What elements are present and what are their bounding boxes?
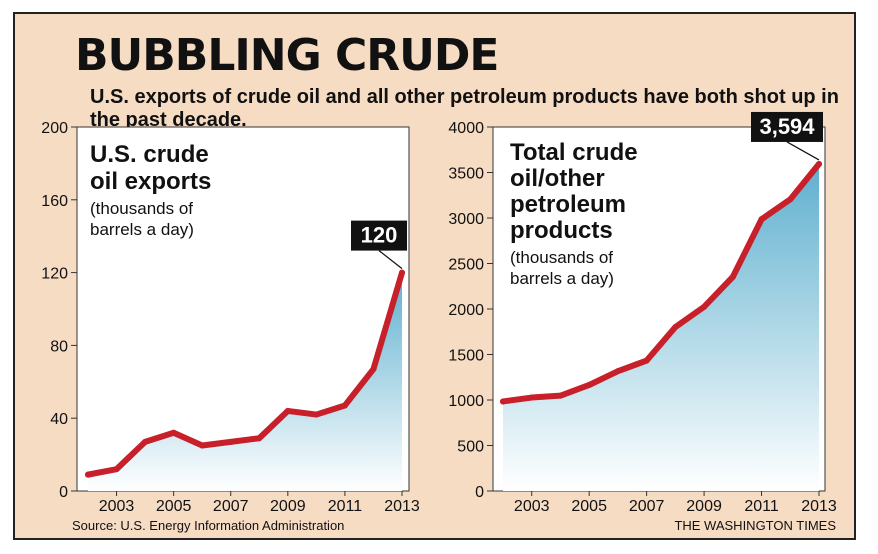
data-point bbox=[758, 216, 765, 223]
data-point bbox=[557, 392, 564, 399]
headline: BUBBLING CRUDE bbox=[75, 30, 499, 81]
subheadline: U.S. exports of crude oil and all other … bbox=[90, 86, 839, 131]
chart-title-line: products bbox=[510, 217, 613, 244]
chart-total-petroleum: 0 500 1000 1500 2000 2500 3000 3500 4000 2003 2005… bbox=[448, 111, 837, 515]
x-tick-label: 2009 bbox=[270, 498, 306, 515]
data-point bbox=[256, 435, 263, 442]
data-point bbox=[370, 366, 377, 373]
data-point bbox=[284, 407, 291, 414]
x-tick-label: 2013 bbox=[801, 498, 837, 515]
chart-units-line: barrels a day) bbox=[90, 220, 194, 239]
series-line bbox=[85, 269, 405, 478]
callout-value: 3,594 bbox=[759, 114, 815, 139]
data-point bbox=[643, 357, 650, 364]
chart-title-line: oil exports bbox=[90, 168, 211, 195]
callout-value: 120 bbox=[361, 223, 398, 248]
chart-units-line: (thousands of bbox=[510, 248, 613, 267]
callout-box bbox=[751, 111, 823, 142]
area-fill bbox=[503, 163, 819, 492]
data-point bbox=[701, 303, 708, 310]
x-tick-label: 2011 bbox=[328, 498, 363, 515]
data-point bbox=[787, 196, 794, 203]
y-tick-label: 120 bbox=[41, 266, 68, 283]
chart-units-line: barrels a day) bbox=[510, 269, 614, 288]
y-tick-label: 0 bbox=[475, 484, 484, 501]
x-tick-label: 2003 bbox=[99, 498, 135, 515]
x-tick-label: 2011 bbox=[744, 498, 779, 515]
y-tick-label: 2000 bbox=[448, 302, 484, 319]
y-tick-label: 3000 bbox=[448, 211, 484, 228]
series-line bbox=[500, 160, 822, 405]
data-point bbox=[672, 324, 679, 331]
data-point bbox=[341, 402, 348, 409]
x-tick-label: 2005 bbox=[156, 498, 192, 515]
chart-title-line: U.S. crude bbox=[90, 141, 209, 168]
x-tick-label: 2007 bbox=[629, 498, 665, 515]
chart-title-line: Total crude bbox=[510, 139, 638, 166]
x-tick-label: 2003 bbox=[514, 498, 550, 515]
y-tick-label: 1000 bbox=[448, 393, 484, 410]
y-tick-label: 0 bbox=[59, 484, 68, 501]
data-point bbox=[113, 466, 120, 473]
y-tick-label: 200 bbox=[41, 120, 68, 137]
y-tick-label: 3500 bbox=[448, 166, 484, 183]
chart-units-line: (thousands of bbox=[90, 199, 193, 218]
data-point bbox=[816, 160, 822, 167]
data-point bbox=[500, 398, 506, 405]
y-tick-label: 500 bbox=[457, 439, 484, 456]
y-tick-label: 160 bbox=[41, 193, 68, 210]
data-point bbox=[586, 381, 593, 388]
data-point bbox=[614, 368, 621, 375]
chart-title-line: petroleum bbox=[510, 191, 626, 218]
y-tick-label: 4000 bbox=[448, 120, 484, 137]
y-tick-label: 40 bbox=[50, 411, 68, 428]
data-point bbox=[313, 411, 320, 418]
y-tick-label: 80 bbox=[50, 338, 68, 355]
chart-title-line: oil/other bbox=[510, 165, 605, 192]
data-point bbox=[528, 394, 535, 401]
data-point bbox=[142, 438, 149, 445]
callout-leader bbox=[378, 250, 403, 270]
y-tick-label: 2500 bbox=[448, 257, 484, 274]
y-tick-label: 1500 bbox=[448, 348, 484, 365]
chart-crude-exports: 0 40 80 120 160 200 2003 2005 2007 2009 2011 2013 U.… bbox=[41, 120, 420, 515]
x-tick-label: 2005 bbox=[571, 498, 607, 515]
data-point bbox=[199, 442, 206, 449]
data-point bbox=[85, 471, 91, 478]
callout-leader bbox=[786, 141, 820, 161]
data-point bbox=[399, 269, 405, 276]
x-tick-label: 2013 bbox=[384, 498, 420, 515]
data-point bbox=[227, 438, 234, 445]
data-point bbox=[729, 273, 736, 280]
credit-line: THE WASHINGTON TIMES bbox=[674, 518, 836, 533]
callout-box bbox=[351, 220, 407, 251]
data-point bbox=[170, 429, 177, 436]
x-tick-label: 2007 bbox=[213, 498, 249, 515]
x-tick-label: 2009 bbox=[686, 498, 722, 515]
source-note: Source: U.S. Energy Information Administ… bbox=[72, 518, 345, 533]
